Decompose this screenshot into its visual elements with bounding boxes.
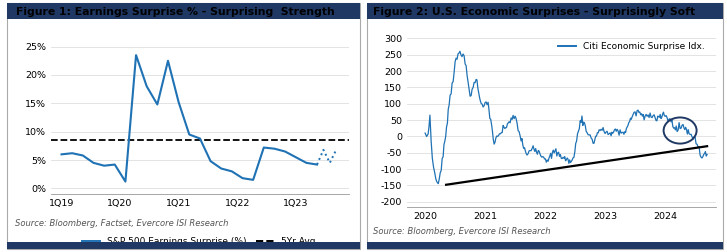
Text: Source: Bloomberg, Factset, Evercore ISI Research: Source: Bloomberg, Factset, Evercore ISI…: [15, 219, 228, 228]
Text: Source: Bloomberg, Evercore ISI Research: Source: Bloomberg, Evercore ISI Research: [373, 227, 550, 236]
Legend: S&P 500 Earnings Surprise (%), 5Yr Avg.: S&P 500 Earnings Surprise (%), 5Yr Avg.: [78, 234, 322, 250]
Text: Figure 1: Earnings Surprise % - Surprising  Strength: Figure 1: Earnings Surprise % - Surprisi…: [16, 7, 334, 17]
Legend: Citi Economic Surprise Idx.: Citi Economic Surprise Idx.: [554, 38, 709, 54]
Text: Figure 2: U.S. Economic Surprises - Surprisingly Soft: Figure 2: U.S. Economic Surprises - Surp…: [373, 7, 695, 17]
